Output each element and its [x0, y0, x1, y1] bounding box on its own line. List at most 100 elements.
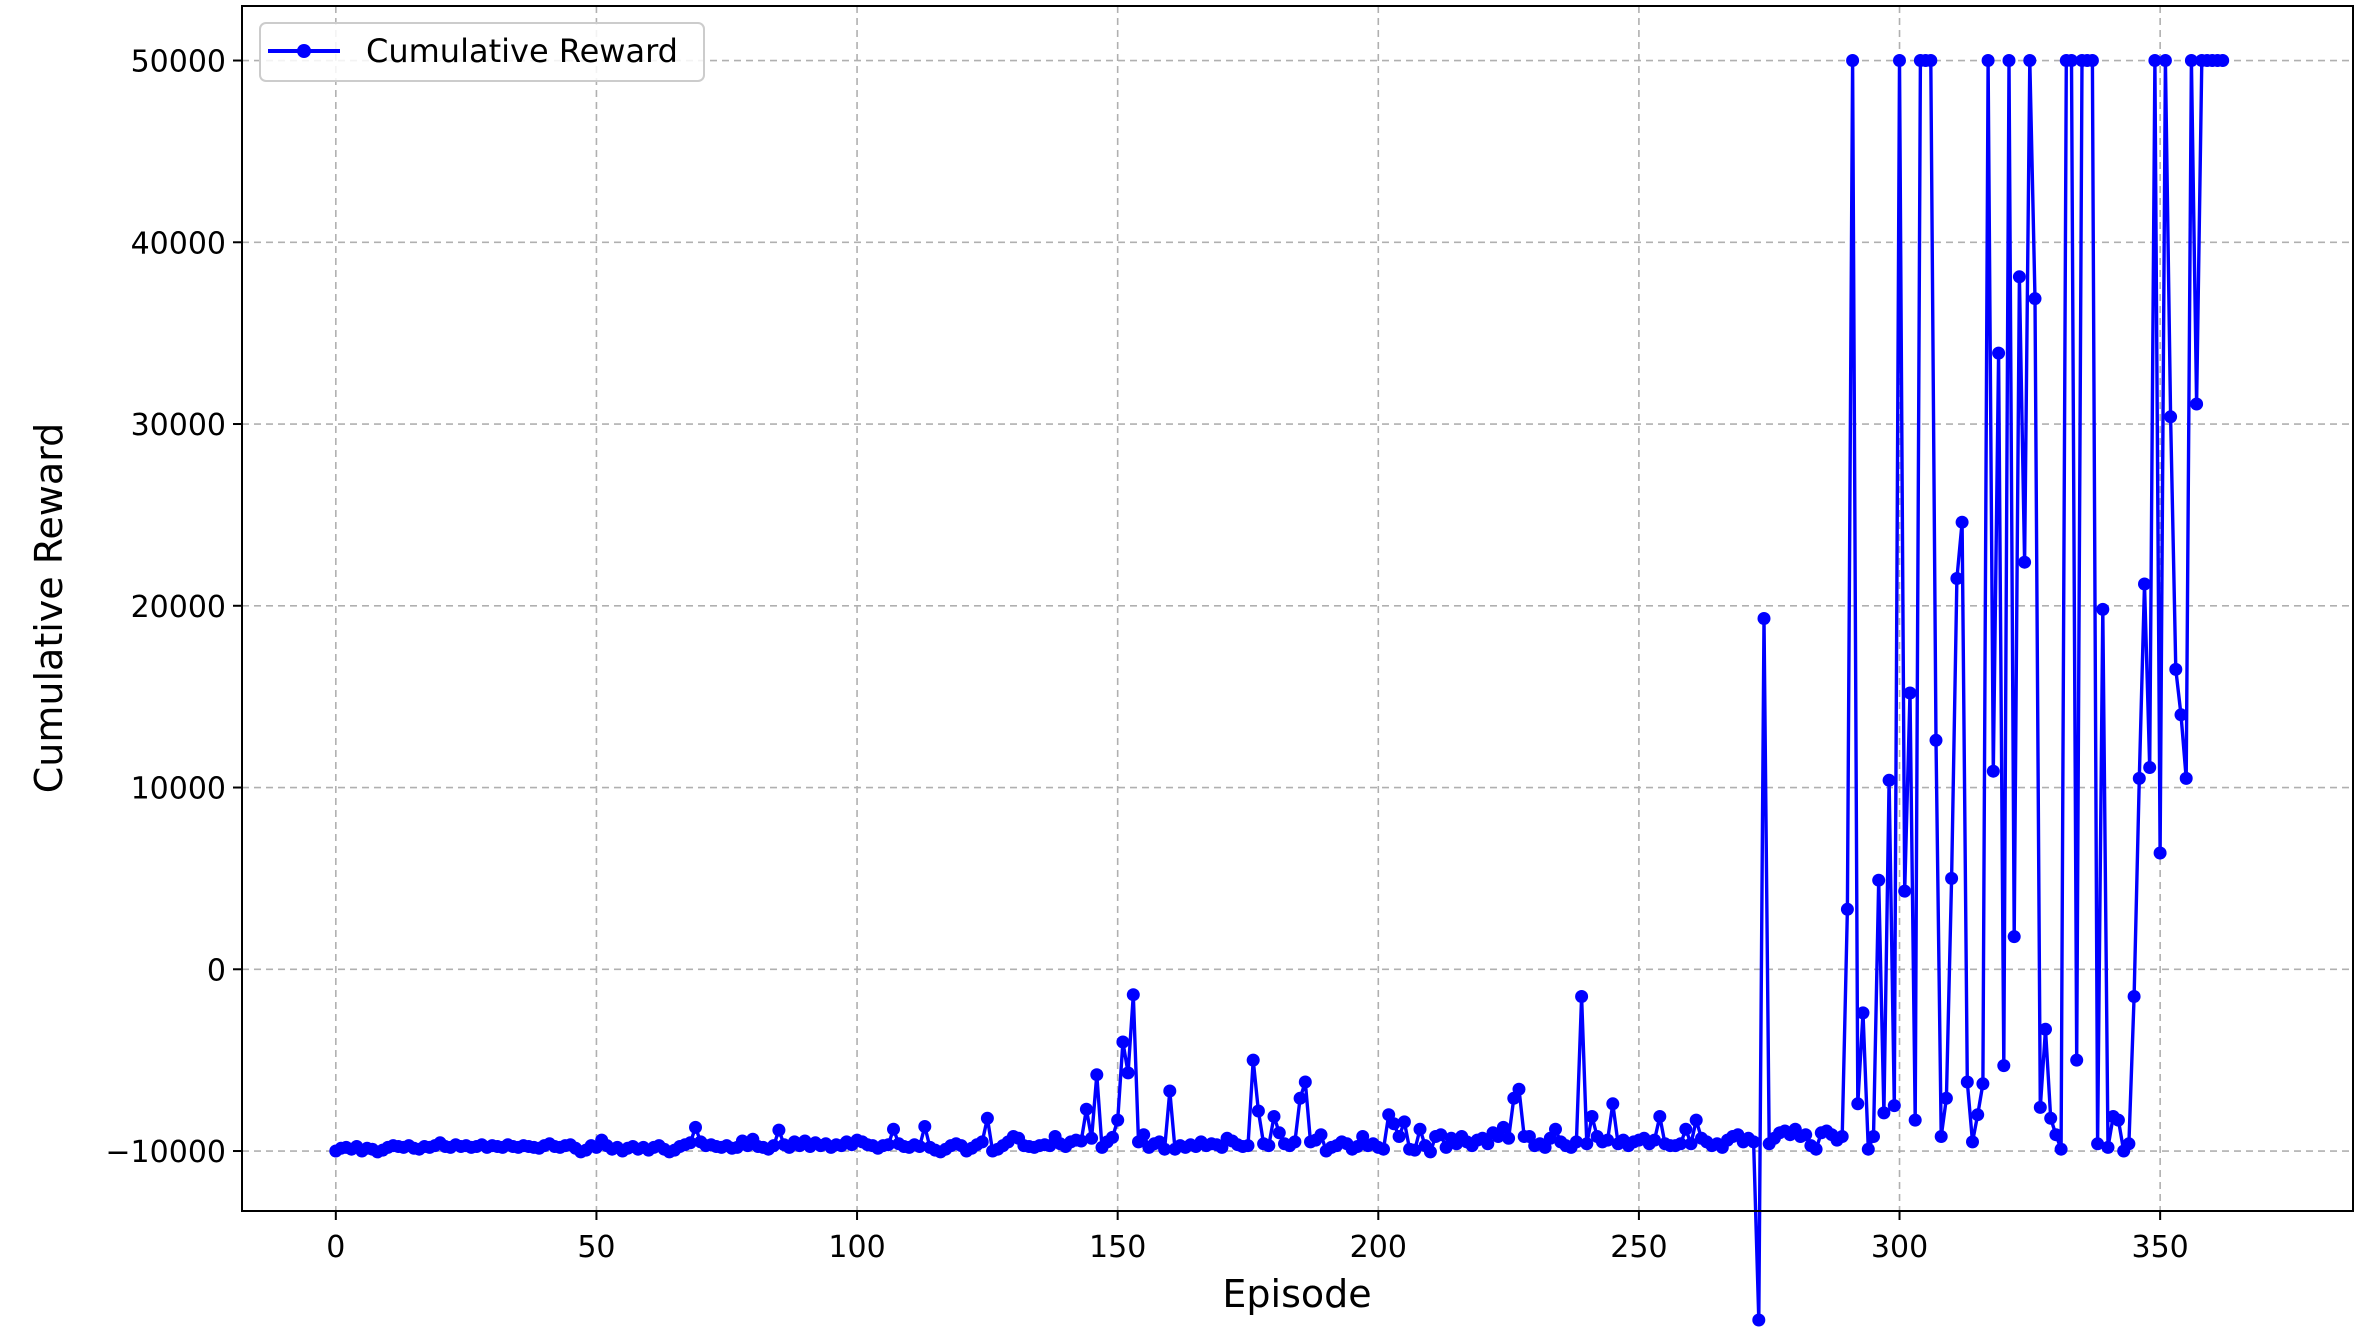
y-tick-label: 10000	[131, 772, 226, 807]
data-point	[1887, 1099, 1901, 1113]
plot-frame	[241, 5, 2354, 1212]
data-point	[2164, 410, 2178, 424]
data-point	[1861, 1142, 1875, 1156]
data-point	[1408, 1143, 1422, 1157]
data-point	[1903, 686, 1917, 700]
data-point	[1924, 54, 1938, 67]
data-point	[1898, 884, 1912, 898]
data-point	[1126, 988, 1140, 1002]
data-point	[1606, 1097, 1620, 1111]
data-point	[1851, 1097, 1865, 1111]
legend-marker-swatch	[297, 44, 311, 58]
data-point	[1377, 1142, 1390, 1156]
data-point	[1856, 1006, 1870, 1020]
data-point	[2132, 771, 2146, 785]
data-point	[1929, 733, 1943, 747]
data-point	[1288, 1135, 1302, 1149]
data-point	[1434, 1128, 1448, 1142]
data-point	[2216, 54, 2230, 67]
data-point	[2127, 990, 2141, 1003]
data-point	[1251, 1104, 1265, 1118]
data-point	[1950, 572, 1964, 585]
data-point	[1997, 1059, 2011, 1073]
data-point	[1423, 1145, 1437, 1159]
x-tick-label: 200	[1350, 1230, 1407, 1265]
data-point	[881, 1138, 895, 1152]
data-point	[1293, 1091, 1307, 1105]
data-point	[2122, 1137, 2136, 1151]
x-axis-label: Episode	[1222, 1272, 1371, 1316]
data-point	[1648, 1133, 1661, 1147]
x-tick-label: 50	[577, 1230, 615, 1265]
data-point	[1387, 1117, 1401, 1131]
data-point	[2143, 761, 2157, 774]
data-point	[1757, 612, 1771, 625]
data-point	[1986, 764, 2000, 778]
data-point	[1945, 871, 1959, 885]
data-point	[2138, 577, 2151, 591]
data-point	[980, 1111, 994, 1125]
y-tick-label: 30000	[131, 408, 226, 443]
data-point	[2054, 1142, 2068, 1156]
data-point	[1809, 1142, 1823, 1156]
data-point	[887, 1122, 900, 1136]
data-point	[1939, 1091, 1953, 1105]
data-point	[2091, 1137, 2105, 1151]
data-point	[2002, 54, 2016, 67]
data-point	[1580, 1137, 1594, 1151]
data-point	[1512, 1082, 1526, 1096]
data-point	[1241, 1139, 1255, 1153]
data-point	[1397, 1115, 1411, 1129]
data-point	[1502, 1131, 1516, 1145]
data-point	[2018, 555, 2032, 569]
data-point	[1392, 1130, 1406, 1143]
data-point	[1085, 1131, 1099, 1145]
legend-label: Cumulative Reward	[366, 32, 678, 70]
data-point	[772, 1123, 786, 1137]
data-point	[1955, 515, 1969, 529]
x-tick-label: 150	[1089, 1230, 1146, 1265]
data-point	[1137, 1128, 1151, 1142]
data-point	[683, 1136, 697, 1150]
y-axis-label: Cumulative Reward	[27, 423, 71, 793]
data-point	[1496, 1120, 1510, 1134]
data-point	[1314, 1128, 1328, 1142]
x-tick-label: 300	[1871, 1230, 1928, 1265]
y-tick-label: 0	[207, 953, 226, 988]
data-point	[1976, 1077, 1990, 1091]
x-tick-label: 0	[326, 1230, 345, 1265]
data-point	[1106, 1130, 1119, 1144]
data-point	[1116, 1035, 1130, 1049]
legend-box	[259, 22, 705, 82]
data-point	[1158, 1142, 1172, 1156]
data-point	[2148, 54, 2162, 67]
data-point	[1689, 1113, 1703, 1127]
data-point	[1569, 1135, 1583, 1149]
data-point	[2184, 54, 2198, 67]
data-point	[1090, 1068, 1104, 1082]
data-point	[2039, 1022, 2052, 1036]
data-point	[1684, 1137, 1698, 1151]
data-point	[1752, 1313, 1766, 1327]
data-point	[1966, 1135, 1979, 1149]
data-point	[2111, 1113, 2125, 1127]
data-point	[689, 1120, 702, 1134]
data-point	[2169, 662, 2183, 676]
data-point	[1653, 1110, 1667, 1123]
data-point	[1413, 1122, 1427, 1136]
data-point	[1111, 1113, 1125, 1127]
y-tick-label: 20000	[131, 590, 226, 625]
data-point	[1121, 1066, 1135, 1080]
data-point	[1674, 1137, 1688, 1151]
data-point	[1262, 1139, 1276, 1153]
axis-ticks: 0 50 100 150 200 250 300 350 −10000 0 10000 20000 30…	[105, 45, 2188, 1265]
data-point	[2012, 270, 2026, 284]
data-point	[2070, 1053, 2084, 1067]
data-point	[913, 1140, 927, 1153]
data-point	[2101, 1140, 2115, 1154]
data-point	[2065, 54, 2078, 67]
data-point	[1893, 54, 1906, 67]
data-point	[918, 1120, 932, 1133]
data-point	[1246, 1053, 1260, 1067]
data-point	[1679, 1122, 1693, 1136]
